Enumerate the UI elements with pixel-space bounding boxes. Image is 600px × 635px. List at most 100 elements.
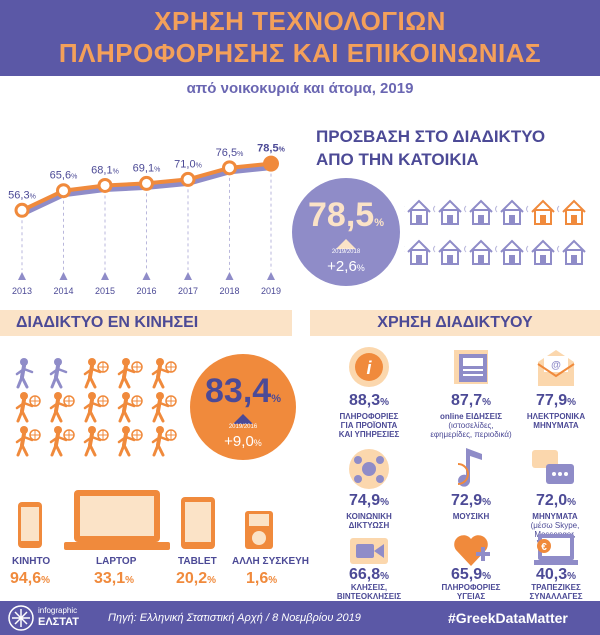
house-icon [526,199,555,225]
page-title-line1: ΧΡΗΣΗ ΤΕΧΝΟΛΟΓΙΩΝ [154,6,446,36]
houses-grid [404,199,586,265]
usage-label-calls: ΚΛΗΣΕΙΣ, ΒΙΝΤΕΟΚΛΗΣΕΙΣ [336,583,402,601]
data-point [56,183,71,199]
person-walking-icon [117,392,143,423]
data-point [139,175,154,191]
person-walking-icon [83,392,109,423]
house-icon [404,199,431,225]
person-walking-icon [151,392,177,423]
house-icon [464,239,493,265]
person-walking-icon [15,426,41,457]
svg-text:€: € [541,542,547,553]
mobile-value-circle [190,354,296,460]
tick-marker [59,272,68,280]
svg-text:@: @ [551,360,561,371]
data-point [14,202,30,218]
access-value: 78,5 [308,196,375,234]
usage-label-health: ΠΛΗΡΟΦΟΡΙΕΣ ΥΓΕΙΑΣ [441,583,501,601]
device-label-mobile: ΚΙΝΗΤΟ [12,556,51,567]
media-player-icon [245,511,273,549]
up-triangle-icon [336,239,356,249]
x-tick-label: 2017 [178,286,198,296]
person-walking-icon [15,358,34,389]
health-icon [454,535,490,566]
internet-access-line-chart: 56,3% 2013 65,6% 2014 68,1% 2015 69,1% 2016 71,0… [8,143,285,296]
mobile-period: 2019/2016 [228,424,258,430]
mobile-percent-sign: % [271,393,281,405]
data-label: 56,3% [8,189,36,201]
access-value-circle [292,178,400,286]
device-value-mobile: 94,6 [10,570,42,587]
e-banking-icon: € [534,534,578,565]
x-tick-label: 2014 [53,286,73,296]
news-icon [454,350,488,384]
person-walking-icon [151,358,177,389]
usage-value-info: 88,3 [348,392,381,409]
x-tick-label: 2018 [219,286,239,296]
person-walking-icon [15,392,41,423]
usage-value-calls: 66,8 [348,566,381,583]
house-icon [464,199,493,225]
data-label-percent: % [113,168,119,175]
data-label-percent: % [154,166,160,173]
house-icon [495,199,524,225]
usage-label-music: ΜΟΥΣΙΚΗ [452,512,490,521]
data-label: 65,6% [50,170,78,182]
smartphone-icon [18,502,42,548]
title-band [0,0,600,76]
person-walking-icon [83,426,109,457]
data-point [222,160,237,176]
video-call-icon [350,538,388,564]
mobile-band-title: ΔΙΑΔΙΚΤΥΟ ΕΝ ΚΙΝΗΣΕΙ [16,314,199,331]
tick-marker [184,272,192,280]
house-icon [433,199,462,225]
data-point [97,177,113,193]
mobile-users-people-grid [15,358,177,457]
data-label: 68,1% [91,164,119,176]
person-walking-icon [83,358,109,389]
person-walking-icon [49,392,75,423]
info-icon: i [349,347,389,387]
x-tick-label: 2019 [261,286,281,296]
usage-value-music: 72,9 [450,492,483,509]
email-icon: @ [537,350,575,386]
chat-icon [532,450,574,484]
usage-label-social: ΚΟΙΝΩΝΙΚΗ ΔΙΚΤΥΩΣΗ [346,512,392,530]
usage-value-health: 65,9 [450,566,483,583]
person-walking-icon [117,426,143,457]
data-label: 78,5% [257,143,285,155]
laptop-icon [64,490,170,550]
house-icon [404,239,431,265]
tick-marker [267,272,275,280]
footer-logo-line2: ΕΛΣΤΑΤ [38,616,79,628]
footer-logo-line1: infographic [38,606,78,615]
tick-marker [101,272,109,280]
footer-hashtag: #GreekDataMatter [448,610,568,626]
footer-source: Πηγή: Ελληνική Στατιστική Αρχή / 8 Νοεμβ… [108,612,361,624]
data-label: 71,0% [174,158,202,170]
person-walking-icon [151,426,177,457]
svg-text:i: i [366,358,372,378]
mobile-band [0,310,292,336]
person-walking-icon [49,358,68,389]
data-label-percent: % [279,147,286,154]
person-walking-icon [117,358,143,389]
usage-label-email: ΗΛΕΚΤΡΟΝΙΚΑ ΜΗΝΥΜΑΤΑ [526,412,586,430]
x-tick-label: 2013 [12,286,32,296]
data-point [180,171,196,187]
person-walking-icon [49,426,75,457]
usage-value-chat: 72,0 [535,492,568,509]
x-tick-label: 2016 [136,286,156,296]
mobile-value: 83,4 [205,372,272,410]
data-point [263,155,279,172]
footer-bar [0,601,600,635]
usage-label-info: ΠΛΗΡΟΦΟΡΙΕΣ ΓΙΑ ΠΡΟΪΟΝΤΑ ΚΑΙ ΥΠΗΡΕΣΙΕΣ [338,412,400,439]
elstat-logo-icon [8,605,34,631]
tick-marker [225,272,234,280]
music-icon [457,448,482,487]
x-tick-label: 2015 [95,286,115,296]
usage-value-news: 87,7 [450,392,483,409]
social-network-icon [349,449,389,489]
page-subtitle: από νοικοκυριά και άτομα, 2019 [186,80,414,97]
house-icon [495,239,524,265]
